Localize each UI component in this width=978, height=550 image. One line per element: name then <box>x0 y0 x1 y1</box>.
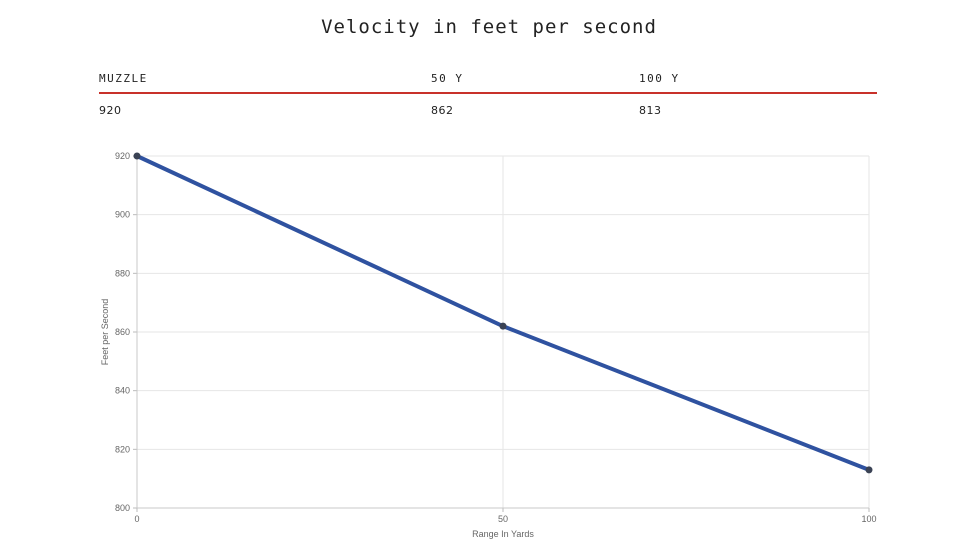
x-axis-label: Range In Yards <box>472 529 534 539</box>
value-50y: 862 <box>431 104 454 117</box>
value-100y: 813 <box>639 104 662 117</box>
value-muzzle: 920 <box>99 104 122 117</box>
data-points <box>133 152 873 474</box>
y-tick-label-820: 820 <box>115 444 130 454</box>
velocity-table: MUZZLE 50 Y 100 Y 920 862 813 <box>99 72 877 117</box>
y-tick-label-840: 840 <box>115 386 130 396</box>
y-tick-label-800: 800 <box>115 503 130 513</box>
header-100y: 100 Y <box>639 72 680 85</box>
y-tick-label-880: 880 <box>115 268 130 278</box>
table-divider <box>99 92 877 94</box>
y-tick-labels: 800 820 840 860 880 900 920 <box>115 151 130 513</box>
table-value-row: 920 862 813 <box>99 94 877 117</box>
x-tick-label-100: 100 <box>861 514 876 524</box>
table-header-row: MUZZLE 50 Y 100 Y <box>99 72 877 92</box>
x-tick-label-50: 50 <box>498 514 508 524</box>
y-tick-label-860: 860 <box>115 327 130 337</box>
data-point-100 <box>865 466 873 474</box>
data-point-50 <box>499 322 507 330</box>
header-muzzle: MUZZLE <box>99 72 148 85</box>
axes <box>133 155 870 512</box>
y-axis-label: Feet per Second <box>100 299 110 366</box>
chart-title: Velocity in feet per second <box>321 16 657 38</box>
header-50y: 50 Y <box>431 72 464 85</box>
y-tick-label-920: 920 <box>115 151 130 161</box>
y-tick-label-900: 900 <box>115 210 130 220</box>
data-point-0 <box>133 152 141 160</box>
x-tick-labels: 0 50 100 <box>134 514 876 524</box>
x-tick-label-0: 0 <box>134 514 139 524</box>
